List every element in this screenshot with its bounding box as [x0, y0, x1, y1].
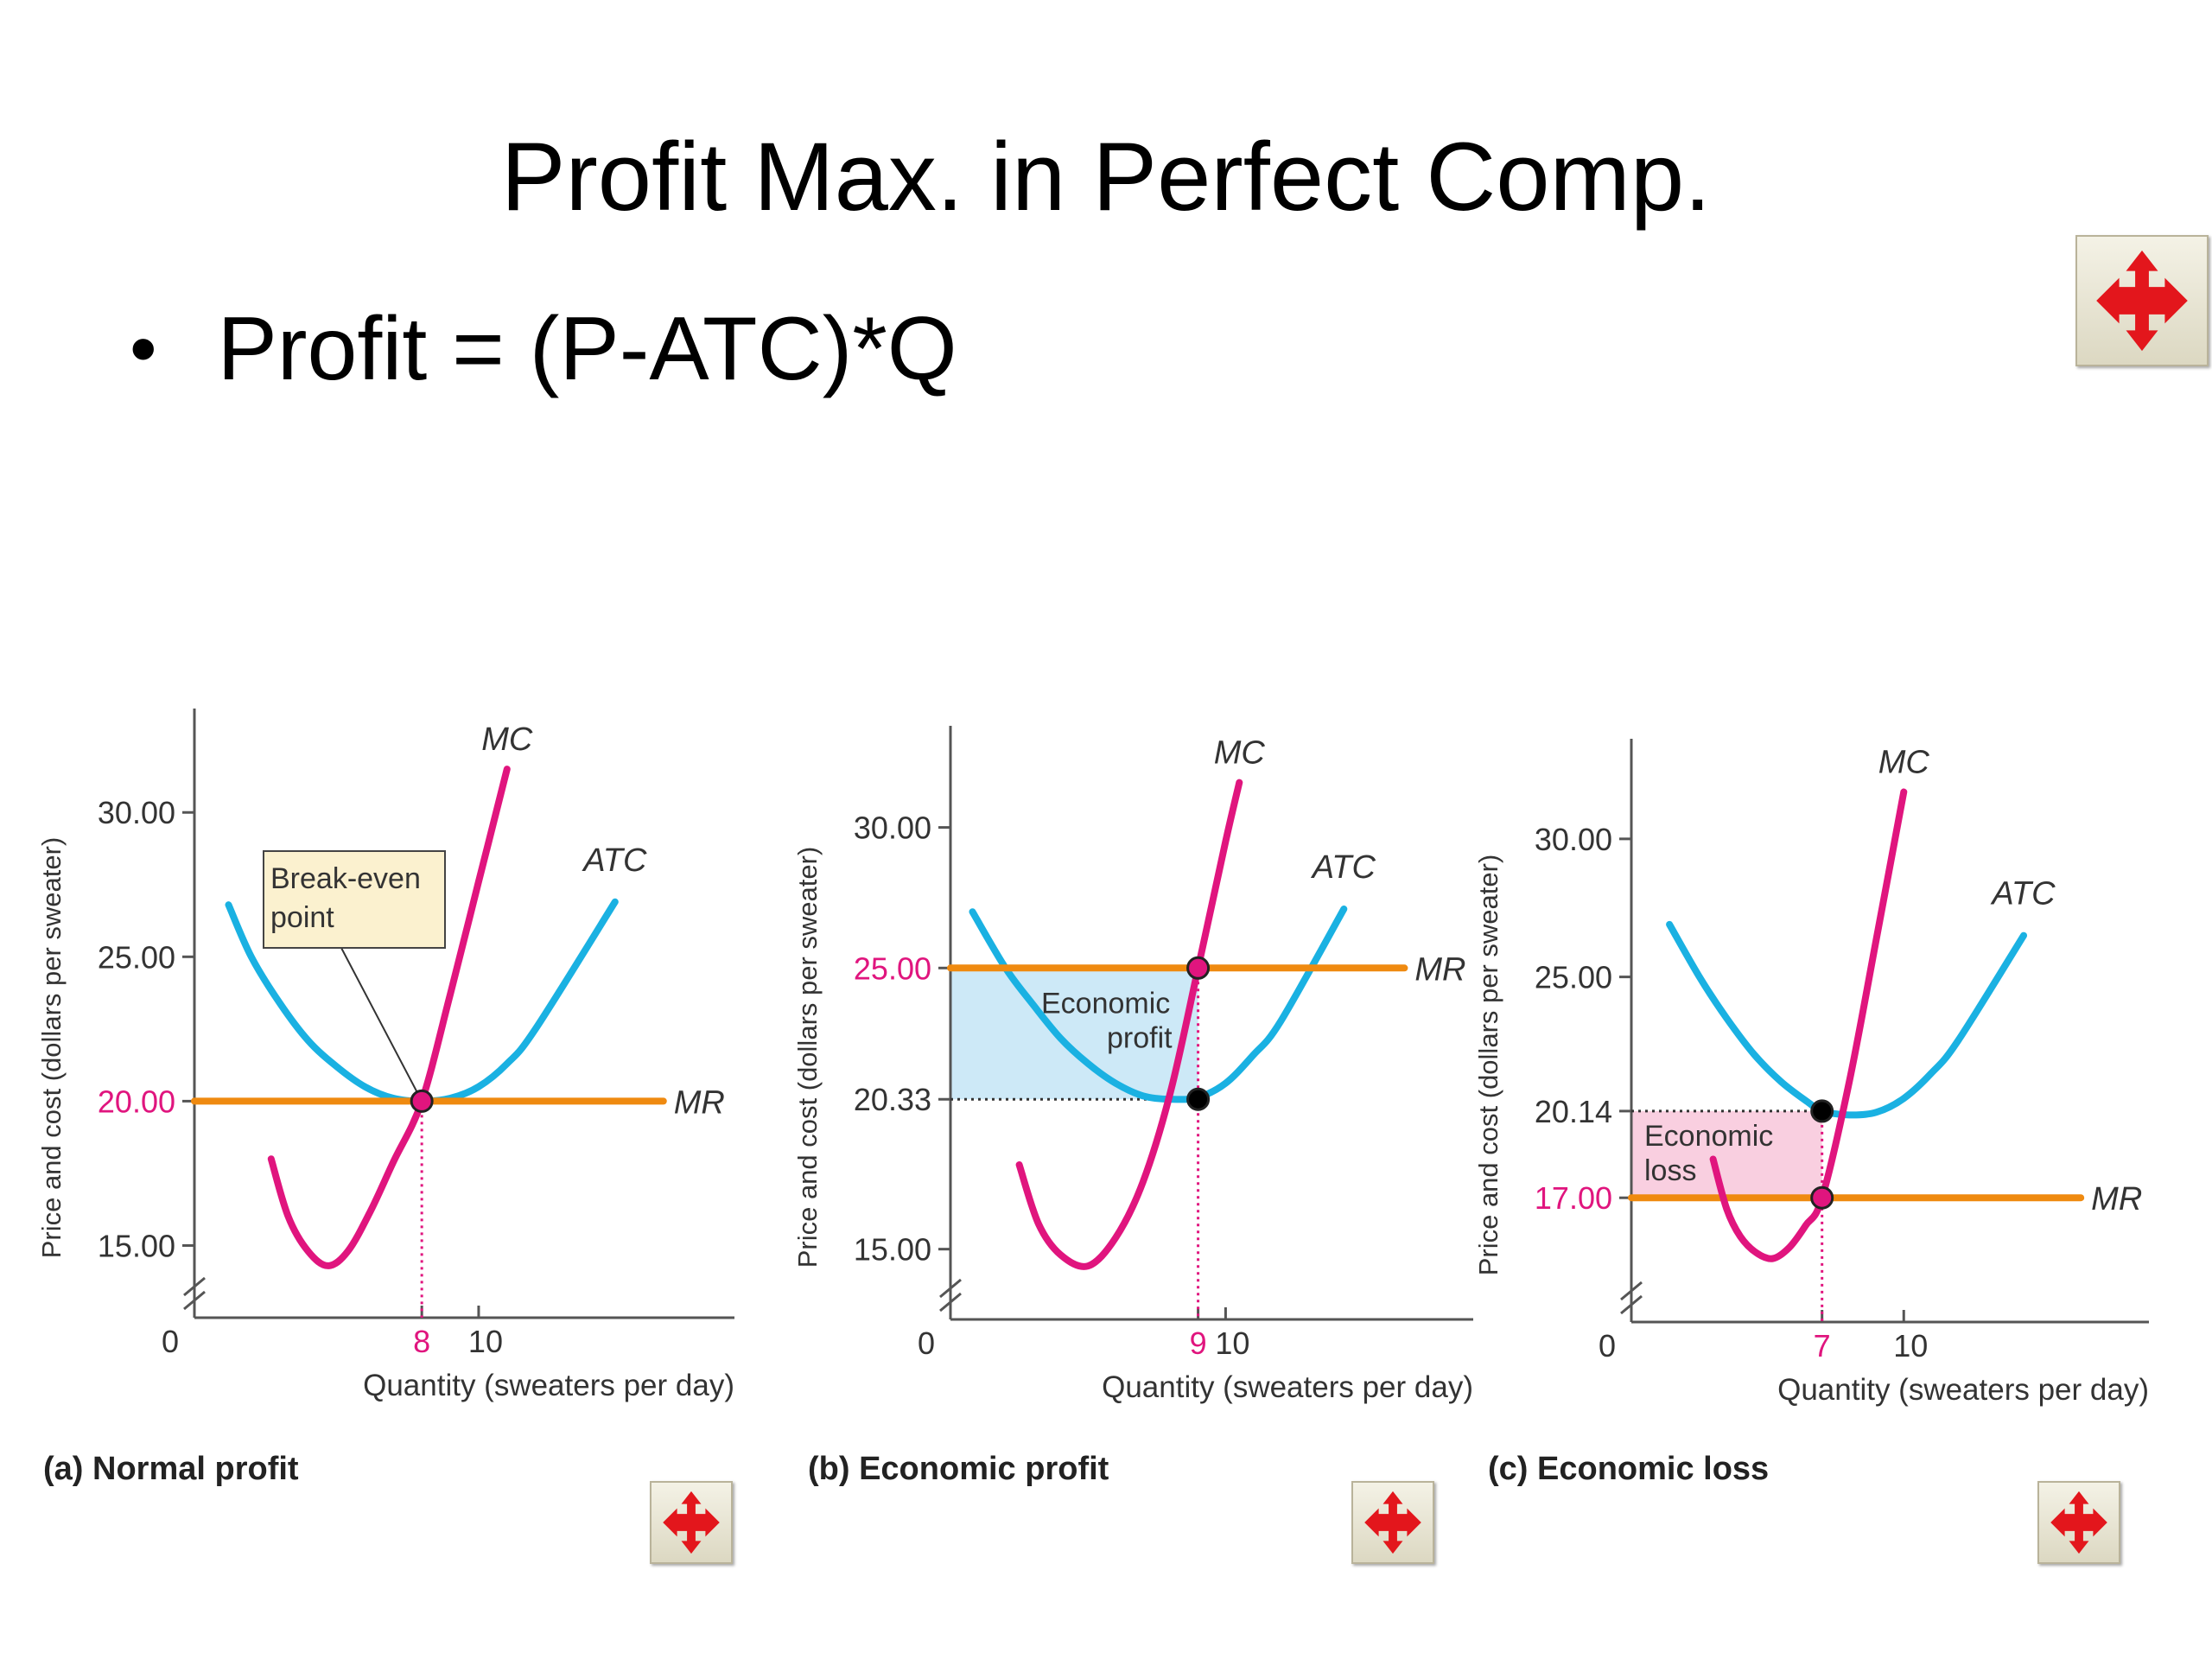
axis-break-mark	[1620, 1294, 1643, 1315]
move-button-top[interactable]	[2075, 235, 2209, 366]
axis-break-mark	[1620, 1281, 1643, 1301]
x-tick-label: 10	[1215, 1325, 1249, 1361]
callout-box	[263, 850, 446, 949]
y-tick-label: 20.14	[1535, 1094, 1612, 1129]
y-tick-label: 25.00	[1535, 960, 1612, 995]
x-axis-label: Quantity (sweaters per day)	[363, 1369, 734, 1402]
atc-label: ATC	[1990, 876, 2056, 912]
y-axis-label: Price and cost (dollars per sweater)	[36, 837, 67, 1259]
mr-label: MR	[2091, 1181, 2142, 1217]
y-tick-label: 20.33	[854, 1082, 931, 1117]
mr-label: MR	[1414, 951, 1465, 988]
move-arrows-icon	[2050, 1491, 2107, 1554]
move-button-panel-c[interactable]	[2037, 1481, 2120, 1564]
intersection-point	[410, 1089, 434, 1113]
mc-curve	[1709, 788, 1908, 1262]
y-tick-label: 20.00	[98, 1084, 175, 1119]
intersection-point	[1186, 1087, 1211, 1111]
axis-break-mark	[939, 1278, 962, 1299]
region-label-line2: profit	[1107, 1021, 1173, 1054]
region-label-line1: Economic	[1644, 1120, 1773, 1153]
axis-break-mark	[183, 1276, 206, 1297]
y-axis-label: Price and cost (dollars per sweater)	[792, 847, 823, 1268]
intersection-point	[1810, 1185, 1834, 1210]
slide-title: Profit Max. in Perfect Comp.	[500, 123, 1712, 231]
y-tick-label: 25.00	[854, 950, 931, 986]
move-button-panel-a[interactable]	[650, 1481, 733, 1564]
mr-label: MR	[674, 1084, 725, 1121]
panel-caption: (a) Normal profit	[43, 1451, 299, 1487]
mc-curve	[267, 766, 511, 1269]
x-tick-label: 9	[1190, 1325, 1207, 1361]
x-tick-label: 0	[918, 1325, 935, 1361]
panel-caption: (c) Economic loss	[1488, 1451, 1769, 1487]
y-tick-label: 17.00	[1535, 1180, 1612, 1216]
move-button-panel-b[interactable]	[1351, 1481, 1434, 1564]
move-arrows-icon	[663, 1491, 720, 1554]
y-tick-label: 15.00	[854, 1232, 931, 1268]
bullet-text: Profit = (P-ATC)*Q	[217, 299, 957, 399]
panel-caption: (b) Economic profit	[808, 1451, 1109, 1487]
intersection-point	[1810, 1099, 1834, 1123]
region-shading	[1631, 1110, 1822, 1198]
atc-label: ATC	[1311, 849, 1376, 886]
move-arrows-icon	[2096, 250, 2188, 352]
region-label-line2: loss	[1644, 1154, 1696, 1187]
x-tick-label: 8	[413, 1324, 430, 1359]
x-axis-label: Quantity (sweaters per day)	[1777, 1373, 2149, 1407]
axis-break-mark	[939, 1292, 962, 1313]
atc-label: ATC	[582, 842, 647, 879]
mc-label: MC	[1878, 745, 1930, 781]
region-label-line1: Economic	[1041, 987, 1170, 1020]
bullet-dot: •	[130, 306, 157, 392]
x-tick-label: 0	[1599, 1328, 1616, 1363]
x-axis-label: Quantity (sweaters per day)	[1102, 1370, 1473, 1404]
callout-text-line1: Break-even	[270, 862, 421, 895]
y-tick-label: 30.00	[98, 795, 175, 830]
x-tick-label: 10	[468, 1324, 503, 1359]
bullet-item: • Profit = (P-ATC)*Q	[130, 298, 957, 401]
callout-text-line2: point	[270, 901, 334, 934]
axis-break-mark	[183, 1290, 206, 1311]
chart-panel-a: 30.00 25.00 20.00 15.00 0 8 10 Quantity (sweate…	[36, 709, 734, 1487]
callout-leader	[340, 947, 423, 1102]
mc-curve	[1015, 779, 1243, 1270]
mc-label: MC	[481, 721, 533, 758]
y-tick-label: 25.00	[98, 939, 175, 975]
y-axis-label: Price and cost (dollars per sweater)	[1473, 855, 1503, 1276]
region-shading	[950, 968, 1198, 1100]
intersection-point	[1186, 956, 1211, 980]
atc-curve	[969, 906, 1348, 1103]
y-tick-label: 30.00	[854, 810, 931, 846]
mc-label: MC	[1214, 735, 1266, 772]
x-tick-label: 7	[1814, 1328, 1831, 1363]
x-tick-label: 0	[162, 1324, 179, 1359]
y-tick-label: 15.00	[98, 1228, 175, 1263]
move-arrows-icon	[1364, 1491, 1421, 1554]
x-tick-label: 10	[1893, 1328, 1928, 1363]
y-tick-label: 30.00	[1535, 822, 1612, 857]
